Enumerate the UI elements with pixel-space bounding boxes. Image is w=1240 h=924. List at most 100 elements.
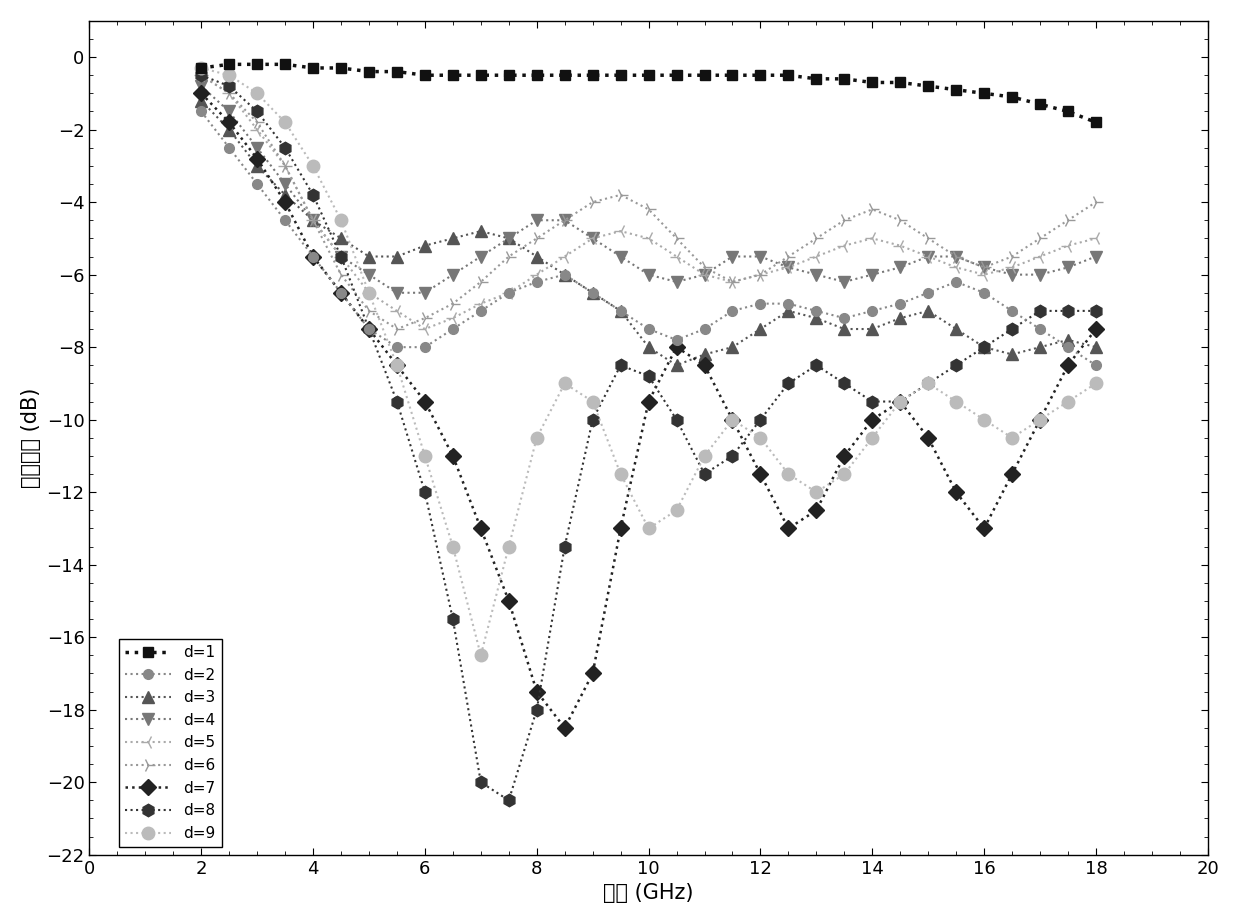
d=8: [949, 359, 963, 371]
Line: d=8: d=8: [195, 69, 1102, 807]
d=8: [808, 359, 823, 371]
d=5: [725, 276, 740, 287]
d=8: [781, 378, 796, 389]
d=7: [305, 251, 320, 262]
d=5: [949, 261, 963, 273]
d=4: [753, 251, 768, 262]
d=5: [1033, 251, 1048, 262]
d=8: [557, 541, 572, 553]
d=6: [193, 69, 208, 80]
d=9: [362, 287, 377, 298]
Line: d=9: d=9: [195, 62, 1102, 662]
d=7: [893, 396, 908, 407]
d=2: [725, 305, 740, 316]
d=4: [278, 178, 293, 189]
d=1: [305, 63, 320, 74]
d=3: [474, 225, 489, 237]
d=3: [418, 240, 433, 251]
d=7: [557, 723, 572, 734]
d=3: [1004, 349, 1019, 360]
d=9: [305, 161, 320, 172]
d=2: [249, 178, 264, 189]
d=4: [222, 106, 237, 117]
d=1: [389, 66, 404, 77]
d=8: [837, 378, 852, 389]
d=5: [753, 269, 768, 280]
d=2: [474, 305, 489, 316]
d=7: [725, 414, 740, 425]
d=9: [278, 116, 293, 128]
d=4: [249, 142, 264, 153]
d=4: [641, 269, 656, 280]
d=4: [864, 269, 879, 280]
d=5: [529, 269, 544, 280]
d=2: [1004, 305, 1019, 316]
d=1: [1060, 106, 1075, 117]
d=3: [1033, 342, 1048, 353]
d=3: [725, 342, 740, 353]
d=1: [921, 80, 936, 91]
d=7: [445, 450, 460, 461]
d=5: [808, 251, 823, 262]
d=9: [529, 432, 544, 444]
d=2: [753, 298, 768, 310]
d=5: [641, 233, 656, 244]
d=2: [1089, 359, 1104, 371]
d=2: [670, 334, 684, 346]
d=9: [1089, 378, 1104, 389]
d=8: [362, 323, 377, 334]
d=6: [474, 276, 489, 287]
d=7: [222, 116, 237, 128]
d=3: [1089, 342, 1104, 353]
d=1: [362, 66, 377, 77]
d=1: [474, 69, 489, 80]
d=2: [222, 142, 237, 153]
d=2: [808, 305, 823, 316]
d=8: [501, 795, 516, 806]
d=5: [305, 214, 320, 225]
d=7: [921, 432, 936, 444]
d=6: [977, 261, 992, 273]
d=4: [334, 251, 348, 262]
d=3: [697, 349, 712, 360]
d=2: [977, 287, 992, 298]
d=6: [362, 305, 377, 316]
d=4: [977, 261, 992, 273]
d=9: [585, 396, 600, 407]
d=4: [305, 214, 320, 225]
d=7: [1060, 359, 1075, 371]
d=8: [753, 414, 768, 425]
d=5: [557, 251, 572, 262]
d=3: [641, 342, 656, 353]
d=5: [418, 323, 433, 334]
d=6: [305, 214, 320, 225]
d=6: [697, 261, 712, 273]
d=9: [977, 414, 992, 425]
d=8: [641, 371, 656, 382]
d=7: [474, 523, 489, 534]
d=7: [641, 396, 656, 407]
Line: d=1: d=1: [196, 59, 1101, 128]
d=2: [334, 287, 348, 298]
Line: d=5: d=5: [195, 68, 1102, 336]
d=7: [808, 505, 823, 516]
d=7: [193, 88, 208, 99]
d=6: [278, 161, 293, 172]
d=1: [753, 69, 768, 80]
d=5: [249, 124, 264, 135]
d=6: [614, 189, 629, 201]
d=7: [529, 686, 544, 697]
d=6: [781, 251, 796, 262]
X-axis label: 频率 (GHz): 频率 (GHz): [604, 883, 694, 903]
d=2: [501, 287, 516, 298]
d=1: [418, 69, 433, 80]
d=9: [445, 541, 460, 553]
d=5: [921, 251, 936, 262]
d=6: [585, 197, 600, 208]
d=8: [977, 342, 992, 353]
d=8: [614, 359, 629, 371]
d=4: [921, 251, 936, 262]
d=5: [445, 312, 460, 323]
d=8: [445, 614, 460, 625]
d=4: [1060, 261, 1075, 273]
